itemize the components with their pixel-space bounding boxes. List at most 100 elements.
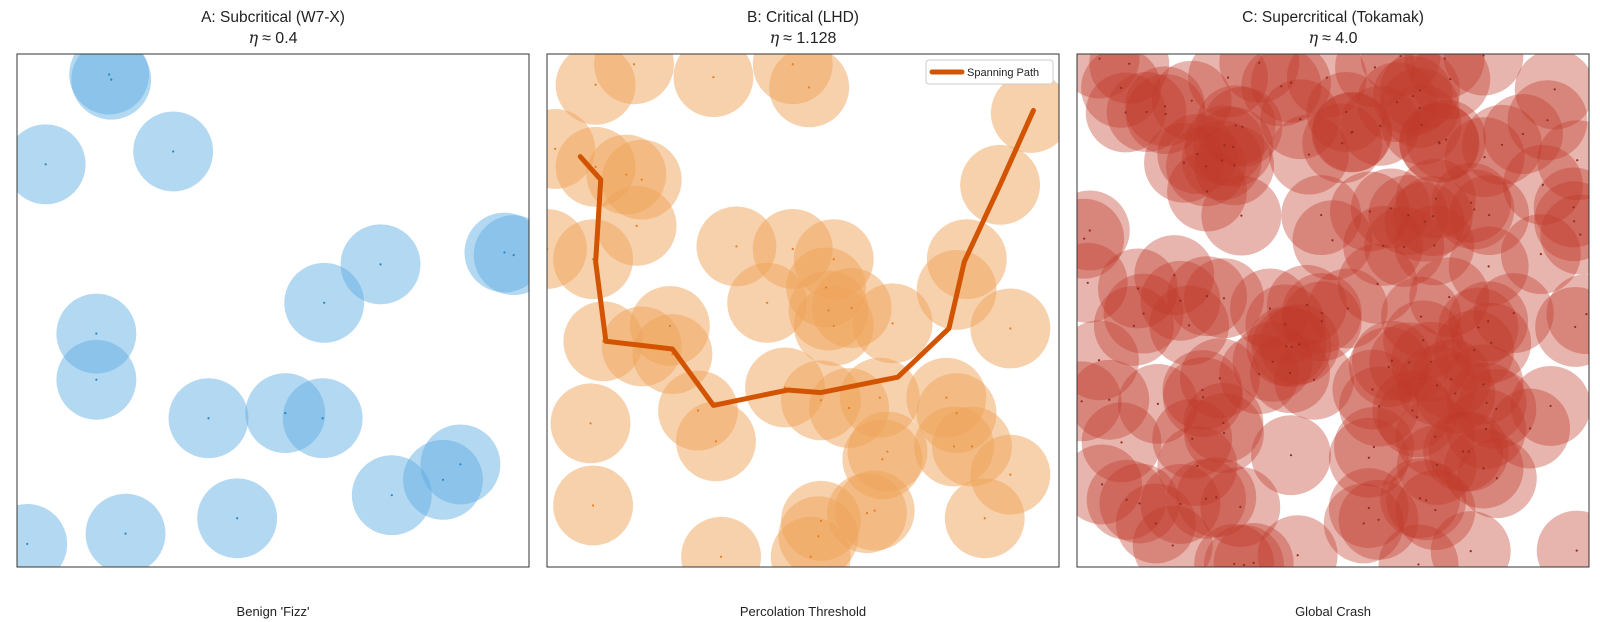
panel-c-center-149 bbox=[1284, 323, 1287, 326]
panel-c-region-73 bbox=[1533, 167, 1589, 248]
panel-b-center-51 bbox=[809, 555, 812, 558]
panel-c-center-153 bbox=[1434, 197, 1438, 200]
panel-c-eta-symbol: η bbox=[1308, 28, 1318, 47]
panel-c-center-133 bbox=[1320, 311, 1323, 315]
panel-b-center-24 bbox=[850, 306, 853, 310]
panel-c-center-12 bbox=[1218, 377, 1221, 380]
panel-b-region-3 bbox=[769, 54, 850, 128]
panel-c-eta-value: ≈ 4.0 bbox=[1322, 30, 1358, 47]
panel-c-region-87 bbox=[1219, 54, 1300, 103]
panel-c-center-71 bbox=[1201, 396, 1205, 399]
panel-c-center-42 bbox=[1539, 252, 1542, 256]
panel-b-center-39 bbox=[881, 458, 884, 461]
panel-c-center-43 bbox=[1083, 237, 1086, 240]
panel-c-center-130 bbox=[1467, 450, 1470, 453]
panel-c-center-103 bbox=[1553, 88, 1556, 91]
panel-b-center-32 bbox=[847, 406, 851, 410]
panel-a-center-3 bbox=[172, 150, 175, 153]
panel-c-center-127 bbox=[1473, 208, 1476, 211]
panel-b-region-51 bbox=[770, 516, 851, 567]
panel-c-center-144 bbox=[1473, 348, 1476, 352]
panel-c-frame bbox=[1076, 53, 1590, 568]
panel-c-center-30 bbox=[1204, 497, 1208, 500]
panel-b-center-26 bbox=[668, 324, 671, 327]
panel-b-center-19 bbox=[832, 258, 835, 261]
panel-b-center-4 bbox=[594, 83, 597, 86]
panel-b-center-50 bbox=[719, 555, 723, 558]
panel-a: A: Subcritical (W7-X) η ≈ 0.4 Benign 'Fiz… bbox=[16, 9, 530, 619]
panel-c-region-157 bbox=[1203, 525, 1284, 567]
panel-a-region-1 bbox=[71, 54, 152, 120]
panel-c-region-89 bbox=[1335, 54, 1415, 108]
panel-c-center-154 bbox=[1222, 432, 1226, 435]
panel-c-center-32 bbox=[1222, 421, 1225, 424]
panel-b-center-9 bbox=[635, 224, 638, 227]
panel-c-center-44 bbox=[1408, 361, 1411, 364]
panel-c-eta: η ≈ 4.0 bbox=[1308, 28, 1357, 47]
panel-c-region-145 bbox=[1077, 54, 1140, 99]
panel-c-plot-area bbox=[1077, 54, 1589, 567]
panel-a-region-16 bbox=[17, 503, 68, 567]
panel-c-region-31 bbox=[1378, 524, 1459, 567]
panel-c-center-139 bbox=[1367, 506, 1370, 510]
panel-b-center-22 bbox=[827, 309, 830, 312]
panel-a-center-13 bbox=[459, 463, 462, 466]
panel-b-center-31 bbox=[819, 399, 823, 402]
panel-b-center-17 bbox=[735, 245, 738, 248]
panel-b-center-34 bbox=[696, 409, 700, 412]
panel-c-center-126 bbox=[1241, 125, 1244, 128]
panel-a-center-0 bbox=[108, 73, 111, 76]
panel-a-center-18 bbox=[236, 517, 239, 520]
panel-c-center-83 bbox=[1435, 384, 1439, 387]
panel-c-center-18 bbox=[1574, 325, 1577, 329]
panel-c-center-27 bbox=[1271, 360, 1274, 363]
panel-c-center-138 bbox=[1331, 239, 1334, 242]
panel-c-center-141 bbox=[1403, 245, 1406, 248]
panel-b-center-5 bbox=[554, 147, 557, 151]
panel-c-region-111 bbox=[1188, 54, 1268, 118]
panel-c-center-41 bbox=[1179, 299, 1182, 302]
spanning-path-line bbox=[577, 107, 1036, 408]
panel-c-center-164 bbox=[1482, 383, 1485, 386]
panel-a-center-2 bbox=[44, 163, 47, 166]
panel-c-center-29 bbox=[1296, 554, 1299, 557]
panel-b-eta-value: ≈ 1.128 bbox=[783, 30, 836, 47]
panel-c-center-65 bbox=[1411, 94, 1414, 98]
panel-c-center-69 bbox=[1240, 214, 1243, 217]
panel-c-region-61 bbox=[1194, 523, 1275, 567]
panel-a-center-4 bbox=[379, 263, 382, 266]
panel-c-center-0 bbox=[1411, 409, 1414, 412]
panel-c-center-47 bbox=[1585, 312, 1588, 316]
panel-a-region-0 bbox=[69, 54, 150, 115]
panel-c-center-92 bbox=[1222, 297, 1226, 300]
panel-c-region-121 bbox=[1410, 54, 1491, 120]
panel-b-center-41 bbox=[970, 445, 974, 448]
panel-b-eta-symbol: η bbox=[770, 28, 780, 47]
panel-c-center-75 bbox=[1485, 401, 1488, 404]
panel-c-region-29 bbox=[1257, 515, 1338, 567]
panel-b-center-8 bbox=[640, 178, 643, 181]
panel-c-center-67 bbox=[1367, 456, 1370, 459]
panel-b-center-33 bbox=[878, 396, 881, 399]
panel-c-center-28 bbox=[1289, 81, 1293, 84]
panel-c-center-95 bbox=[1215, 496, 1218, 499]
panel-c-center-14 bbox=[1290, 345, 1293, 349]
panel-b-center-23 bbox=[832, 324, 835, 327]
panel-c-center-90 bbox=[1205, 190, 1209, 193]
panel-c-center-49 bbox=[1420, 123, 1423, 126]
panel-c-center-34 bbox=[1487, 320, 1490, 323]
panel-a-eta: η ≈ 0.4 bbox=[248, 28, 297, 47]
panel-c-center-116 bbox=[1382, 244, 1385, 247]
panel-a-center-11 bbox=[284, 412, 287, 415]
panel-c-center-159 bbox=[1487, 265, 1490, 268]
panel-c-center-96 bbox=[1469, 549, 1472, 553]
panel-c-center-87 bbox=[1258, 61, 1261, 64]
panel-c-center-123 bbox=[1179, 502, 1182, 506]
panel-c-center-16 bbox=[1156, 402, 1159, 405]
panel-c-region-47 bbox=[1546, 274, 1589, 355]
panel-c-region-134 bbox=[1077, 359, 1150, 440]
panel-b-center-2 bbox=[791, 63, 794, 66]
panel-a-center-6 bbox=[503, 251, 506, 254]
panel-b-center-3 bbox=[808, 86, 811, 89]
